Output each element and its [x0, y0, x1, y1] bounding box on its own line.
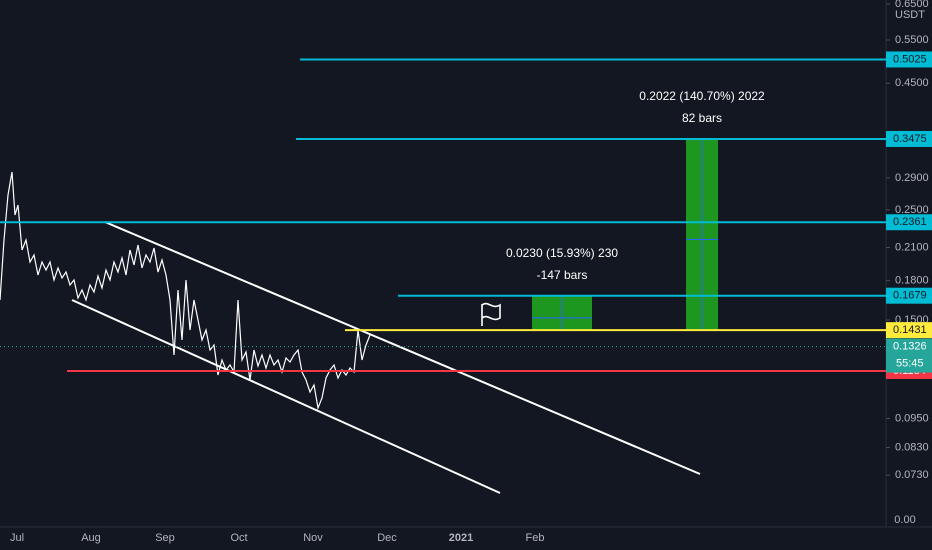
level-label: 0.3475	[893, 133, 927, 145]
x-tick-label: Aug	[81, 532, 101, 544]
countdown: 55:45	[896, 357, 924, 369]
y-tick-label: 0.5500	[895, 34, 929, 46]
y-tick-label: 0.0950	[895, 412, 929, 424]
y-tick-label: 0.0830	[895, 441, 929, 453]
level-label: 0.2361	[893, 216, 927, 228]
measure-bars: 82 bars	[682, 111, 722, 125]
x-tick-label: Sep	[155, 532, 175, 544]
y-tick-label: 0.2900	[895, 172, 929, 184]
x-tick-label: Feb	[526, 532, 545, 544]
y-tick-label: 0.0730	[895, 469, 929, 481]
channel-upper	[104, 221, 701, 475]
level-tag	[886, 130, 932, 147]
current-tag	[886, 338, 932, 373]
level-tag	[886, 322, 932, 339]
unit-label: USDT	[895, 9, 925, 21]
x-tick-label: Jul	[10, 532, 24, 544]
measure-text: 0.2022 (140.70%) 2022	[639, 89, 765, 103]
level-tag	[886, 287, 932, 304]
level-label: 0.1679	[893, 290, 927, 302]
y-tick-label: 0.2100	[895, 241, 929, 253]
x-tick-label: Nov	[303, 532, 323, 544]
x-tick-label: Dec	[377, 532, 397, 544]
current-label: 0.1326	[893, 340, 927, 352]
flag-icon	[481, 302, 501, 326]
measure-bars: -147 bars	[537, 268, 588, 282]
channel-lower	[71, 299, 501, 494]
y-tick-label: 0.2500	[895, 204, 929, 216]
measure-text: 0.0230 (15.93%) 230	[506, 246, 618, 260]
price-line	[0, 171, 371, 411]
level-label: 0.1431	[893, 324, 927, 336]
y-tick-label: 0.4500	[895, 77, 929, 89]
x-tick-label: Oct	[230, 532, 247, 544]
level-tag	[886, 51, 932, 68]
x-tick-label: 2021	[449, 532, 473, 544]
y-tick-label: 0.1800	[895, 275, 929, 287]
y-tick-label: 0.6500	[895, 0, 929, 10]
level-tag	[886, 214, 932, 231]
level-label: 0.5025	[893, 53, 927, 65]
zero-label: 0.00	[894, 514, 915, 526]
